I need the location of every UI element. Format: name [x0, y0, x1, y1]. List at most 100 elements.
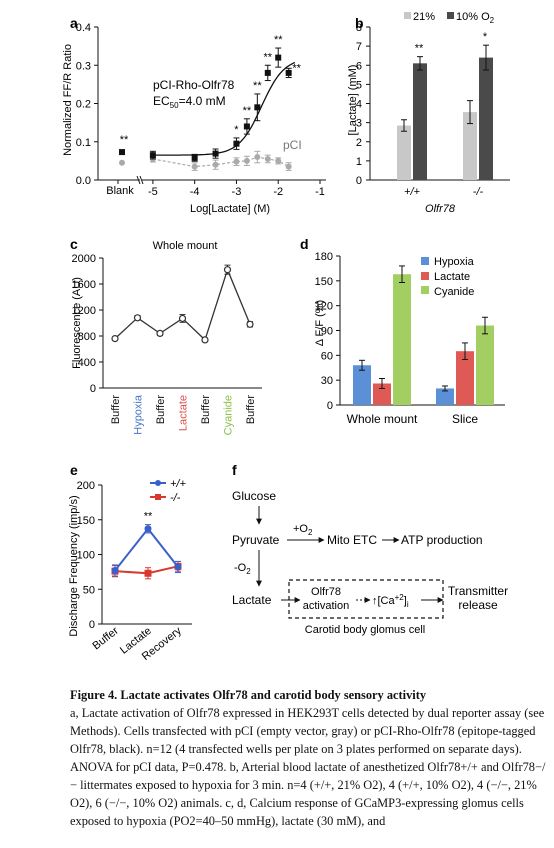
a-axis-break-1 [139, 175, 144, 185]
panel-e-legend-ko: -/- [170, 492, 181, 504]
e-point-wt [144, 525, 152, 533]
a-rho-point [212, 150, 219, 157]
d-bar [393, 274, 411, 405]
a-rho-point [275, 54, 282, 61]
a-x-tick-label: -4 [190, 186, 200, 198]
b-y-tick-label: 7 [356, 41, 362, 53]
panel-d-ylabel: Δ F/F (%) [314, 300, 326, 346]
panel-letter-e: e [70, 462, 78, 478]
diagram-minus-o2: -O2 [234, 562, 251, 576]
c-x-tick-label: Buffer [110, 395, 122, 424]
a-axis-break-2 [136, 175, 141, 185]
diagram-pyruvate: Pyruvate [232, 533, 280, 547]
b-x-tick-label: +/+ [404, 186, 420, 198]
panel-a-ec50-annotation: EC50=4.0 mM [153, 94, 226, 110]
diagram-ca: ↑[Ca+2]i [372, 593, 409, 609]
a-pci-point [191, 163, 198, 170]
c-y-tick-label: 2000 [72, 253, 96, 265]
e-point-wt [174, 563, 182, 571]
panel-d-legend-swatch-cyanide [421, 286, 429, 294]
c-line [114, 267, 251, 342]
panel-c-title: Whole mount [153, 240, 218, 252]
b-y-tick-label: 1 [356, 156, 362, 168]
figure-canvas: a b c d e f Normalized FF/R Ratio Log[La… [62, 11, 510, 663]
panel-b-xlabel: Olfr78 [425, 203, 456, 215]
d-y-tick-label: 0 [327, 400, 333, 412]
caption-text: a, Lactate activation of Olfr78 expresse… [70, 706, 546, 828]
a-rho-point [243, 123, 250, 130]
a-x-tick-label: -2 [273, 186, 283, 198]
glomus-cell-box [288, 579, 444, 619]
panel-c-ylabel: Fluorescence (AU) [71, 277, 83, 369]
c-y-tick-label: 1600 [72, 279, 96, 291]
panel-letter-b: b [355, 15, 364, 31]
panel-d-legend-lactate: Lactate [434, 271, 470, 283]
diagram-release: release [458, 598, 498, 612]
d-y-tick-label: 150 [315, 276, 333, 288]
panel-a-pci-annotation: pCI [283, 138, 302, 152]
panel-d-legend-cyanide: Cyanide [434, 286, 474, 298]
diagram-olfr78: Olfr78 [311, 586, 341, 598]
a-rho-point [254, 104, 261, 111]
panel-f-diagram: Glucose Pyruvate +O2 Mito ETC ATP produc… [232, 489, 508, 636]
b-bar [397, 125, 411, 180]
d-x-tick-label: Whole mount [347, 412, 418, 426]
d-y-tick-label: 120 [315, 301, 333, 313]
d-x-tick-label: Slice [452, 412, 478, 426]
panel-b-legend-swatch-21 [404, 12, 411, 19]
diagram-mito: Mito ETC [327, 533, 377, 547]
diagram-cell-label: Carotid body glomus cell [305, 624, 425, 636]
a-y-tick-label: 0.4 [76, 22, 91, 34]
charts-layer: 0.00.10.20.30.4-5 -4 -3 -2 -1***********0123… [72, 22, 510, 663]
b-y-tick-label: 0 [356, 175, 362, 187]
e-point-ko [144, 569, 152, 577]
c-y-tick-label: 400 [78, 357, 96, 369]
a-rho-point [191, 154, 198, 161]
a-y-tick-label: 0.2 [76, 99, 91, 111]
a-x-tick-label: -3 [232, 186, 242, 198]
c-point [201, 336, 209, 344]
a-pci-point [233, 158, 240, 165]
b-x-tick-label: -/- [473, 186, 484, 198]
panel-letter-f: f [232, 462, 237, 478]
a-x-tick-label: -1 [315, 186, 325, 198]
panel-a-blank-sig: ** [120, 134, 129, 146]
panel-e-legend-wt: +/+ [170, 478, 186, 490]
d-y-tick-label: 30 [321, 375, 333, 387]
a-pci-point [285, 163, 292, 170]
panel-e-ylabel: Discharge Frequency (imp/s) [68, 495, 80, 636]
panel-b-legend-swatch-10 [447, 12, 454, 19]
d-bar [373, 383, 391, 405]
e-point-wt [111, 566, 119, 574]
c-x-tick-label: Lactate [178, 395, 190, 431]
a-pci-point [275, 157, 282, 164]
panel-e-legend-marker-wt [155, 480, 161, 486]
e-line-wt [114, 527, 179, 572]
panel-d-legend-hypoxia: Hypoxia [434, 256, 475, 268]
a-x-tick-label: -5 [148, 186, 158, 198]
a-rho-point [233, 140, 240, 147]
a-rho-point [285, 69, 292, 76]
e-y-tick-label: 200 [77, 480, 95, 492]
e-y-tick-label: 0 [89, 619, 95, 631]
b-sig-label: ** [415, 43, 424, 55]
panel-a-title-annotation: pCI-Rho-Olfr78 [153, 78, 235, 92]
a-y-tick-label: 0.1 [76, 137, 91, 149]
e-y-tick-label: 100 [77, 550, 95, 562]
e-y-tick-label: 50 [83, 584, 95, 596]
a-y-tick-label: 0.3 [76, 60, 91, 72]
diagram-activation: activation [303, 600, 349, 612]
b-y-tick-label: 4 [356, 99, 362, 111]
a-sig-label: ** [243, 105, 252, 117]
panel-b-ylabel: [Lactate] (mM) [347, 65, 359, 136]
c-x-tick-label: Hypoxia [133, 394, 145, 435]
diagram-plus-o2: +O2 [293, 523, 313, 537]
c-point [133, 314, 142, 322]
figure-caption: Figure 4. Lactate activates Olfr78 and c… [70, 686, 548, 830]
a-fit-curve [152, 61, 296, 156]
a-pci-point [264, 155, 271, 162]
diagram-glucose: Glucose [232, 489, 276, 503]
d-bar [456, 351, 474, 405]
diagram-atp: ATP production [401, 533, 483, 547]
b-y-tick-label: 6 [356, 60, 362, 72]
